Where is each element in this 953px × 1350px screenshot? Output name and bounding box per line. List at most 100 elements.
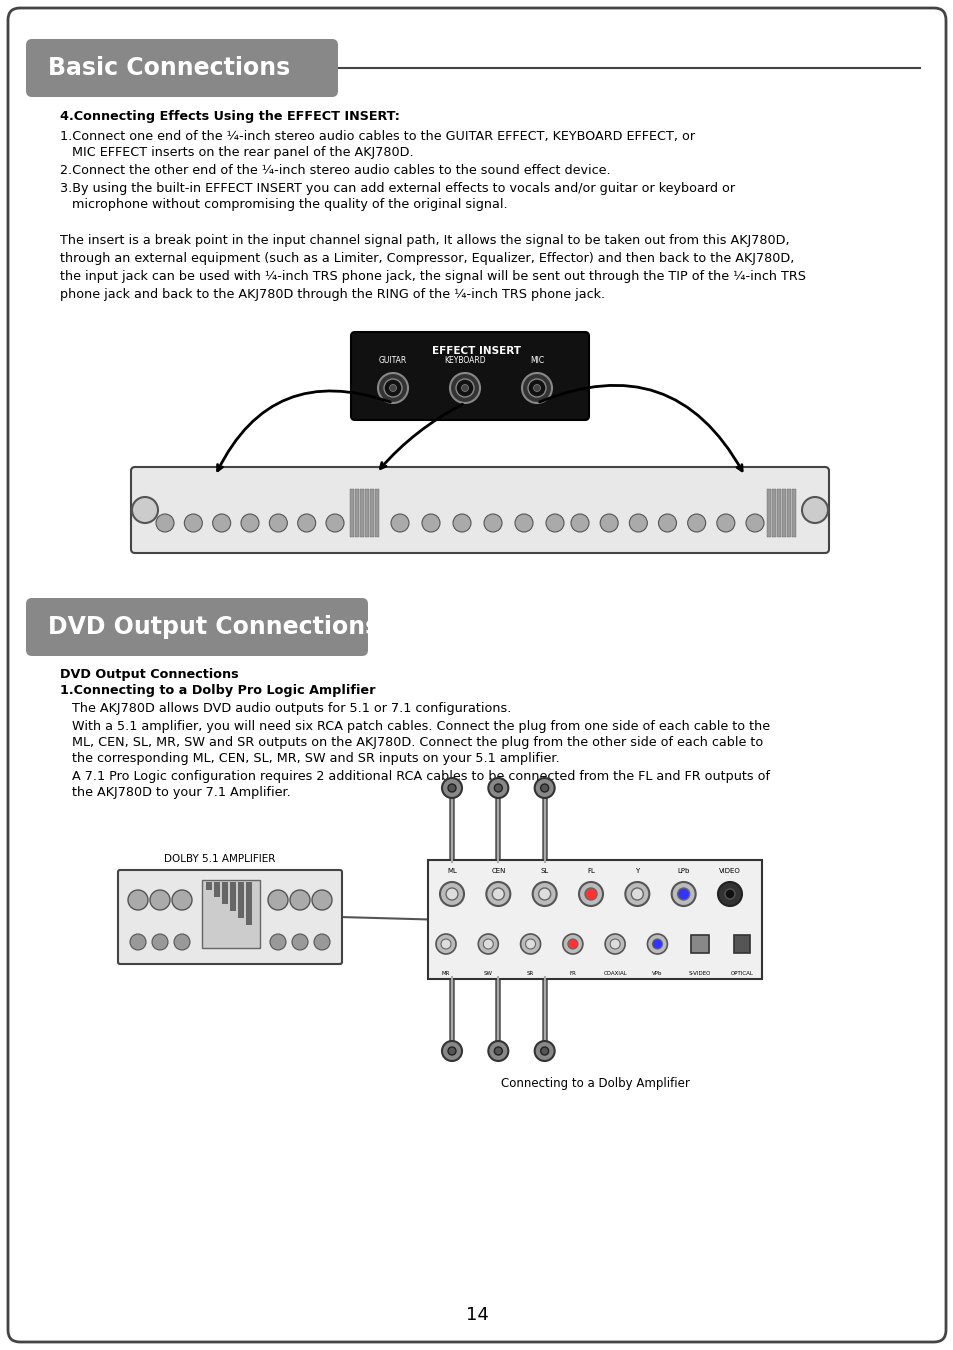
- Circle shape: [384, 379, 401, 397]
- Circle shape: [450, 373, 479, 404]
- Circle shape: [292, 934, 308, 950]
- Circle shape: [456, 379, 474, 397]
- Circle shape: [624, 882, 649, 906]
- Circle shape: [527, 379, 545, 397]
- Text: The AKJ780D allows DVD audio outputs for 5.1 or 7.1 configurations.: The AKJ780D allows DVD audio outputs for…: [60, 702, 511, 716]
- Circle shape: [604, 934, 624, 954]
- Circle shape: [534, 1041, 554, 1061]
- Circle shape: [483, 940, 493, 949]
- Circle shape: [213, 514, 231, 532]
- Text: DOLBY 5.1 AMPLIFIER: DOLBY 5.1 AMPLIFIER: [164, 855, 275, 864]
- FancyBboxPatch shape: [26, 598, 368, 656]
- Circle shape: [658, 514, 676, 532]
- Text: CEN: CEN: [491, 868, 505, 873]
- Circle shape: [494, 784, 502, 792]
- Text: KEYBOARD: KEYBOARD: [444, 356, 485, 365]
- Text: The insert is a break point in the input channel signal path, It allows the sign: The insert is a break point in the input…: [60, 234, 789, 247]
- Bar: [791, 489, 795, 537]
- Text: VPb: VPb: [652, 971, 662, 976]
- Circle shape: [687, 514, 705, 532]
- Circle shape: [270, 934, 286, 950]
- Circle shape: [567, 940, 578, 949]
- Circle shape: [520, 934, 540, 954]
- Text: MIC EFFECT inserts on the rear panel of the AKJ780D.: MIC EFFECT inserts on the rear panel of …: [60, 146, 414, 159]
- Bar: [786, 489, 790, 537]
- Circle shape: [578, 882, 602, 906]
- Circle shape: [724, 890, 734, 899]
- Text: FL: FL: [586, 868, 595, 873]
- Circle shape: [241, 514, 258, 532]
- Circle shape: [521, 373, 552, 404]
- Bar: [213, 882, 220, 896]
- Circle shape: [652, 940, 661, 949]
- Circle shape: [525, 940, 535, 949]
- Text: the input jack can be used with ¼-inch TRS phone jack, the signal will be sent o: the input jack can be used with ¼-inch T…: [60, 270, 805, 284]
- FancyBboxPatch shape: [118, 869, 341, 964]
- Bar: [202, 880, 260, 948]
- Circle shape: [534, 778, 554, 798]
- Circle shape: [515, 514, 533, 532]
- Circle shape: [290, 890, 310, 910]
- Text: With a 5.1 amplifier, you will need six RCA patch cables. Connect the plug from : With a 5.1 amplifier, you will need six …: [60, 720, 769, 733]
- Circle shape: [441, 1041, 461, 1061]
- Circle shape: [486, 882, 510, 906]
- Text: microphone without compromising the quality of the original signal.: microphone without compromising the qual…: [60, 198, 507, 211]
- Text: ML, CEN, SL, MR, SW and SR outputs on the AKJ780D. Connect the plug from the oth: ML, CEN, SL, MR, SW and SR outputs on th…: [60, 736, 762, 749]
- Circle shape: [377, 373, 408, 404]
- Circle shape: [150, 890, 170, 910]
- Text: Connecting to a Dolby Amplifier: Connecting to a Dolby Amplifier: [500, 1077, 689, 1089]
- FancyBboxPatch shape: [8, 8, 945, 1342]
- Circle shape: [314, 934, 330, 950]
- Circle shape: [545, 514, 563, 532]
- Circle shape: [297, 514, 315, 532]
- Text: SR: SR: [526, 971, 534, 976]
- Circle shape: [671, 882, 695, 906]
- Circle shape: [647, 934, 667, 954]
- FancyBboxPatch shape: [131, 467, 828, 554]
- Bar: [370, 489, 374, 537]
- Text: 1.Connecting to a Dolby Pro Logic Amplifier: 1.Connecting to a Dolby Pro Logic Amplif…: [60, 684, 375, 697]
- Bar: [776, 489, 781, 537]
- Text: EFFECT INSERT: EFFECT INSERT: [432, 346, 521, 356]
- Circle shape: [436, 934, 456, 954]
- Circle shape: [448, 784, 456, 792]
- Text: FR: FR: [569, 971, 576, 976]
- Circle shape: [716, 514, 734, 532]
- Text: DVD Output Connections: DVD Output Connections: [48, 616, 379, 639]
- Bar: [230, 882, 235, 911]
- Circle shape: [571, 514, 588, 532]
- Text: VIDEO: VIDEO: [719, 868, 740, 873]
- Text: S-VIDEO: S-VIDEO: [688, 971, 710, 976]
- Bar: [766, 489, 770, 537]
- Circle shape: [540, 784, 548, 792]
- Text: 4.Connecting Effects Using the EFFECT INSERT:: 4.Connecting Effects Using the EFFECT IN…: [60, 109, 399, 123]
- Text: A 7.1 Pro Logic configuration requires 2 additional RCA cables to be connected f: A 7.1 Pro Logic configuration requires 2…: [60, 769, 769, 783]
- Circle shape: [562, 934, 582, 954]
- Circle shape: [538, 888, 550, 900]
- Text: through an external equipment (such as a Limiter, Compressor, Equalizer, Effecto: through an external equipment (such as a…: [60, 252, 794, 265]
- Text: 2.Connect the other end of the ¼-inch stereo audio cables to the sound effect de: 2.Connect the other end of the ¼-inch st…: [60, 163, 610, 177]
- Circle shape: [745, 514, 763, 532]
- Circle shape: [269, 514, 287, 532]
- Circle shape: [130, 934, 146, 950]
- Text: DVD Output Connections: DVD Output Connections: [60, 668, 238, 680]
- FancyBboxPatch shape: [690, 936, 708, 953]
- Circle shape: [631, 888, 642, 900]
- Circle shape: [718, 882, 741, 906]
- Text: CHANNEL 1: CHANNEL 1: [289, 472, 325, 478]
- Circle shape: [184, 514, 202, 532]
- Circle shape: [128, 890, 148, 910]
- Text: SW: SW: [483, 971, 493, 976]
- Text: OPTICAL: OPTICAL: [730, 971, 753, 976]
- Circle shape: [801, 497, 827, 522]
- Bar: [359, 489, 364, 537]
- Circle shape: [599, 514, 618, 532]
- Text: the AKJ780D to your 7.1 Amplifier.: the AKJ780D to your 7.1 Amplifier.: [60, 786, 291, 799]
- Circle shape: [494, 1048, 502, 1054]
- Text: MR: MR: [441, 971, 450, 976]
- FancyBboxPatch shape: [351, 332, 588, 420]
- FancyBboxPatch shape: [428, 860, 761, 979]
- Bar: [365, 489, 369, 537]
- Circle shape: [540, 1048, 548, 1054]
- Circle shape: [492, 888, 504, 900]
